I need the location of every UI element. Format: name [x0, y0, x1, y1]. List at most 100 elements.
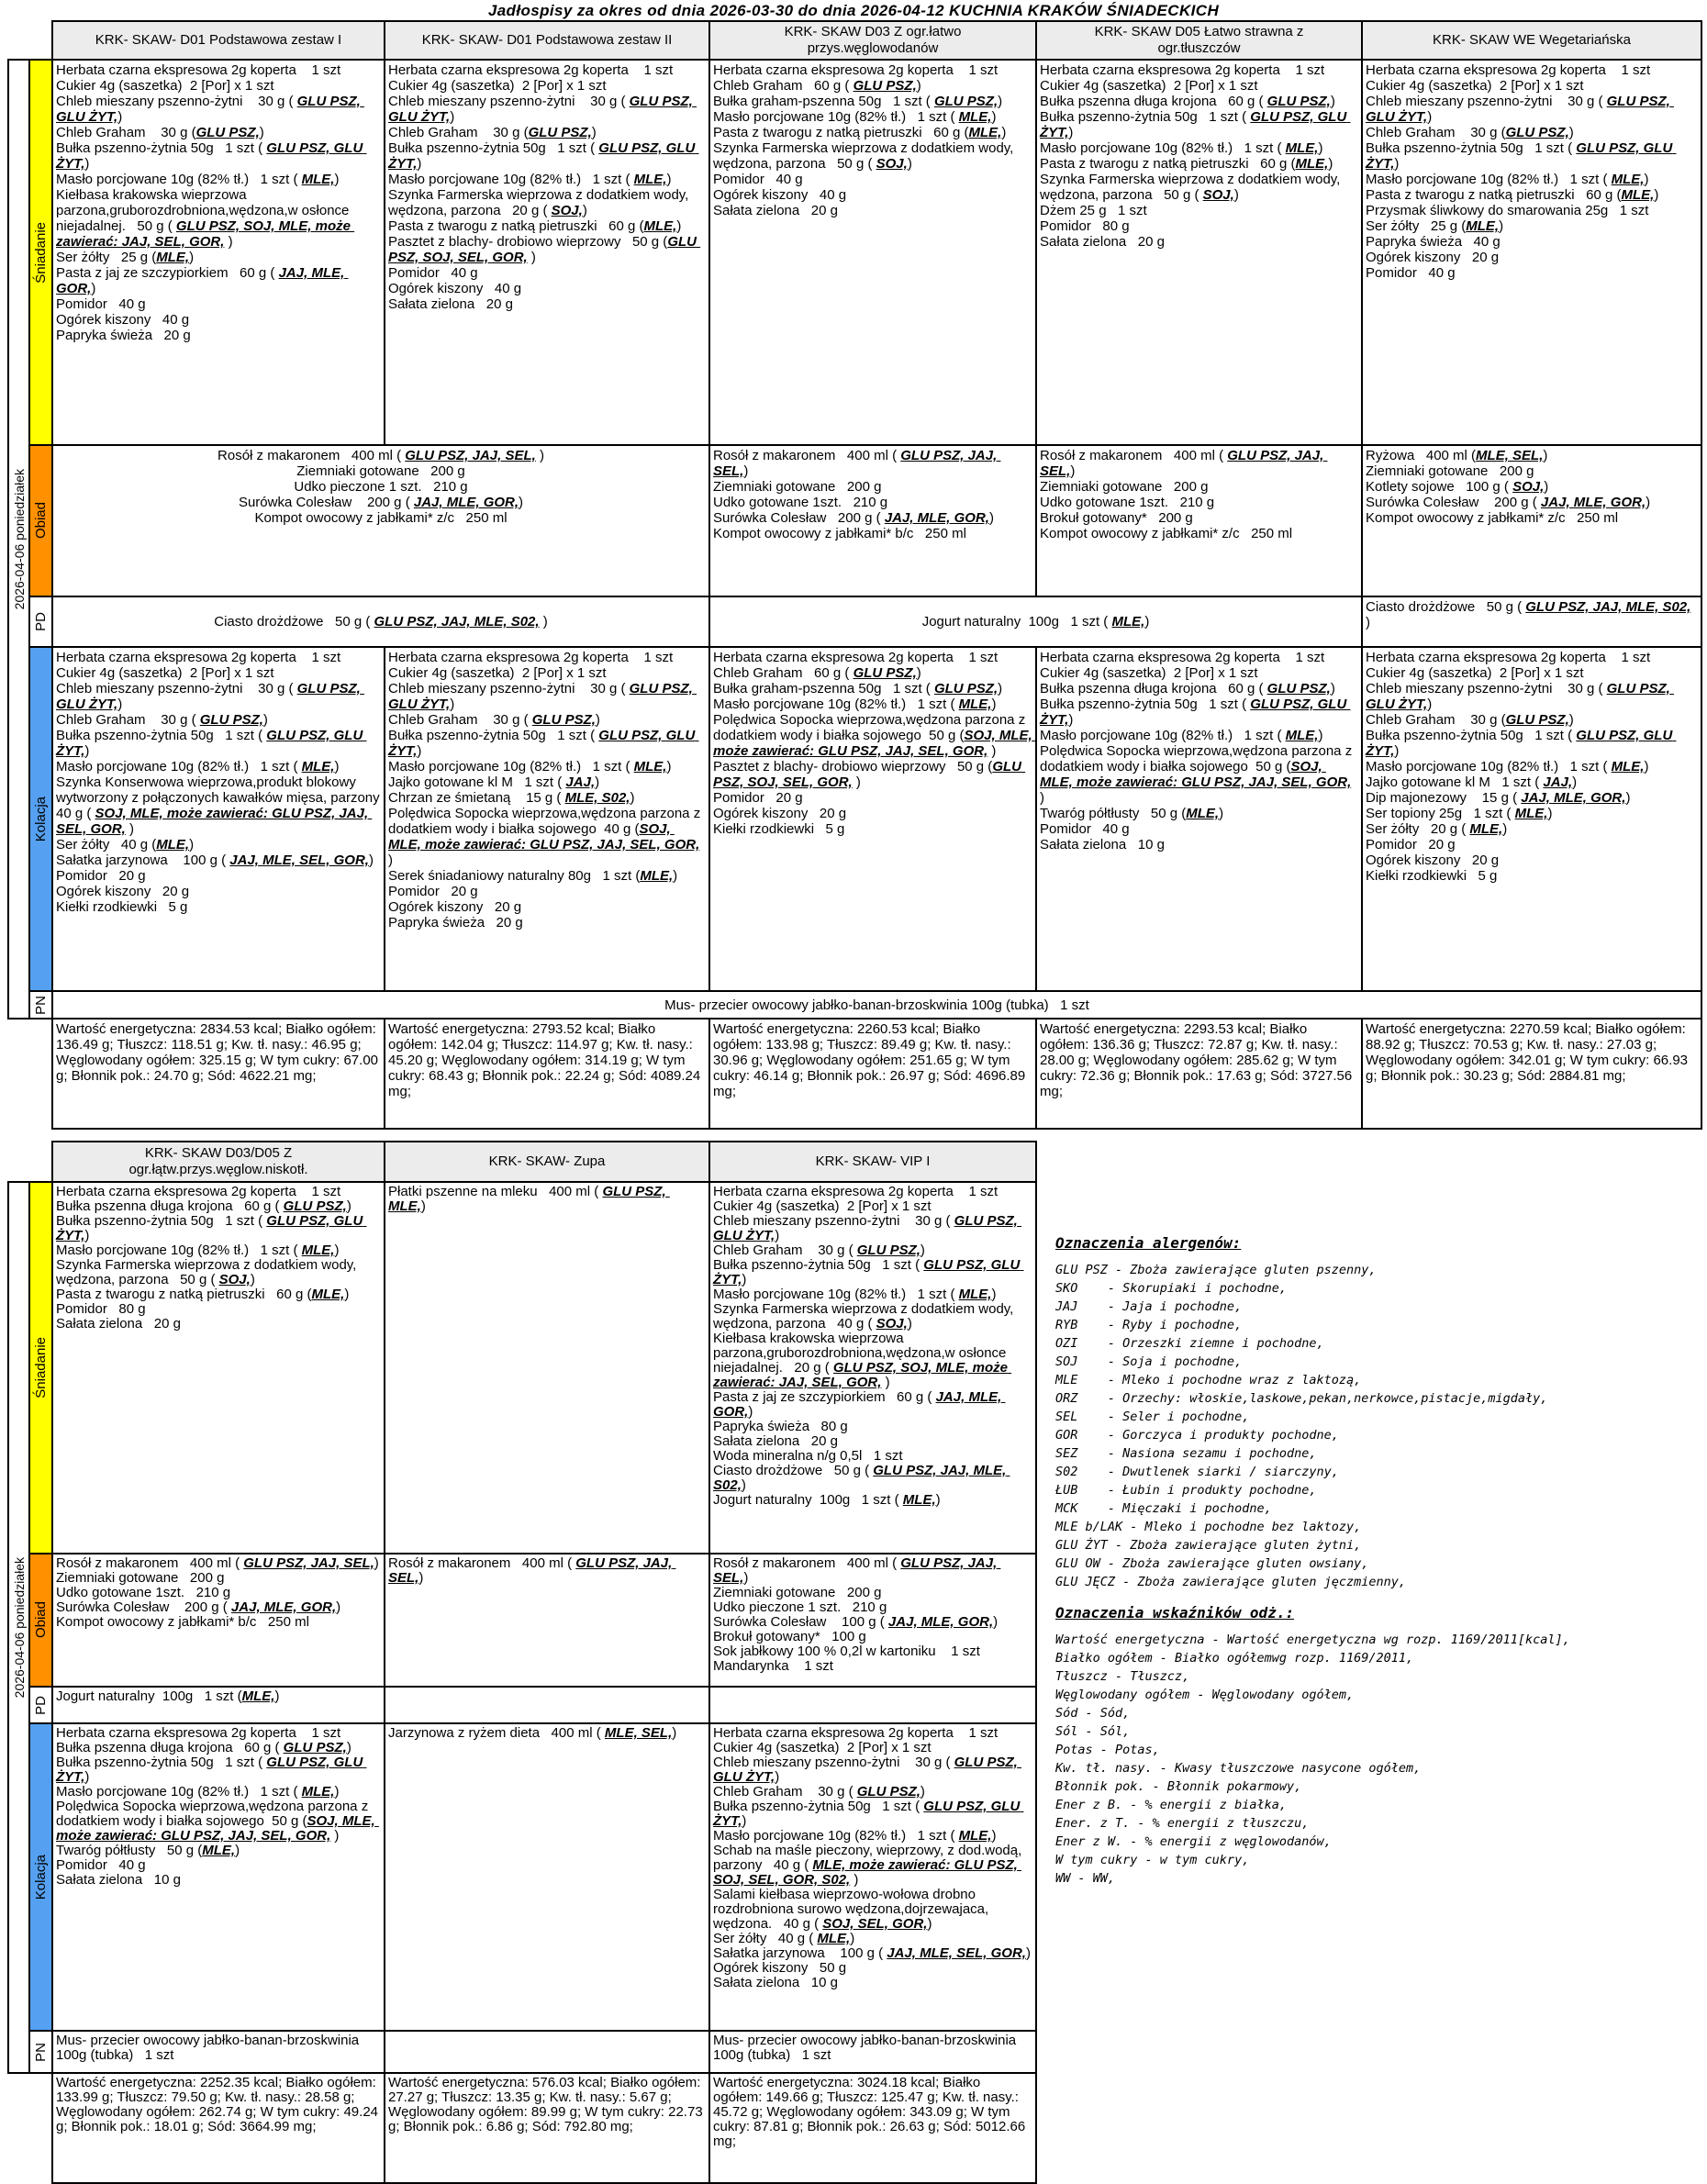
column-header-vip: KRK- SKAW- VIP I	[708, 1141, 1037, 1183]
menu-item: Bułka pszenno-żytnia 50g 1 szt ( GLU PSZ…	[56, 140, 367, 172]
menu-item: Chleb mieszany pszenno-żytni 30 g ( GLU …	[56, 94, 364, 125]
menu-item: Bułka pszenno-żytnia 50g 1 szt ( GLU PSZ…	[713, 1257, 1024, 1287]
breakfast-row: 2026-04-06 poniedziałek Śniadanie Herbat…	[7, 1181, 1037, 2074]
allergen-codes: MLE,	[1285, 140, 1319, 156]
allergen-codes: MLE,	[156, 837, 190, 852]
menu-item: Pomidor 20 g	[388, 884, 478, 899]
menu-item: Pasta z jaj ze szczypiorkiem 60 g ( JAJ,…	[56, 265, 349, 296]
menu-cell: Herbata czarna ekspresowa 2g koperta 1 s…	[708, 646, 1037, 992]
menu-item: Herbata czarna ekspresowa 2g koperta 1 s…	[56, 1725, 341, 1741]
allergen-codes: GLU PSZ, GLU ŻYT,	[56, 140, 367, 172]
menu-item: Udko pieczone 1 szt. 210 g	[713, 1599, 887, 1615]
menu-item: Chrzan ze śmietaną 15 g ( MLE, S02,)	[388, 790, 635, 806]
pn-row: PN Mus- przecier owocowy jabłko-banan-br…	[8, 990, 1702, 1020]
legend-entry: S02 - Dwutlenek siarki / siarczyny,	[1055, 1465, 1339, 1479]
menu-item: Masło porcjowane 10g (82% tł.) 1 szt ( M…	[1366, 172, 1649, 187]
allergen-codes: MLE,	[958, 1828, 992, 1844]
allergen-codes: JAJ, MLE, GOR,	[884, 510, 989, 526]
menu-item: Chleb Graham 30 g ( GLU PSZ,)	[713, 1242, 925, 1258]
menu-cell: Jogurt naturalny 100g 1 szt (MLE,)	[51, 1686, 385, 1724]
allergen-codes: GLU PSZ, JAJ, SEL,	[1040, 448, 1328, 479]
menu-item: Herbata czarna ekspresowa 2g koperta 1 s…	[713, 62, 999, 78]
menu-item: Salami kiełbasa wieprzowo-wołowa drobno …	[713, 1887, 993, 1932]
meal-label-pn: PN	[28, 2030, 53, 2074]
allergen-codes: JAJ, MLE, GOR,	[230, 1599, 337, 1615]
menu-item: Kiełki rzodkiewki 5 g	[56, 899, 188, 915]
menu-item: Bułka pszenno-żytnia 50g 1 szt ( GLU PSZ…	[1366, 140, 1677, 172]
legend-entry: JAJ - Jaja i pochodne,	[1055, 1299, 1243, 1314]
menu-item: Chleb mieszany pszenno-żytni 30 g ( GLU …	[388, 94, 697, 125]
menu-cell: Ryżowa 400 ml (MLE, SEL,) Ziemniaki gotow…	[1361, 444, 1702, 597]
lunch-row: Obiad Rosół z makaronem 400 ml ( GLU PSZ…	[8, 444, 1702, 597]
menu-item: Szynka Konserwowa wieprzowa,produkt blok…	[56, 774, 380, 837]
legend-entry: W tym cukry - w tym cukry,	[1055, 1853, 1250, 1867]
menu-item: Jajko gotowane kl M 1 szt ( JAJ,)	[1366, 774, 1578, 790]
menu-cell: Rosół z makaronem 400 ml ( GLU PSZ, JAJ,…	[51, 1553, 385, 1688]
breakfast-row: 2026-04-06 poniedziałek Śniadanie Herbat…	[7, 59, 1702, 1020]
menu-item: Jarzynowa z ryżem dieta 400 ml ( MLE, SE…	[388, 1725, 677, 1741]
allergen-codes: GLU PSZ, GLU ŻYT,	[1040, 109, 1351, 140]
allergen-codes: MLE,	[1621, 187, 1655, 203]
menu-item: Kotlety sojowe 100 g ( SOJ,)	[1366, 479, 1549, 495]
menu-item: Ogórek kiszony 40 g	[56, 312, 190, 328]
allergen-codes: SOJ,	[876, 1316, 908, 1332]
allergen-codes: GLU PSZ, GLU ŻYT,	[56, 728, 367, 759]
menu-item: Ziemniaki gotowane 200 g	[1040, 479, 1209, 495]
allergen-codes: MLE,	[968, 125, 1002, 140]
menu-item: Chleb Graham 30 g (GLU PSZ,)	[1366, 125, 1574, 140]
allergen-codes: GLU PSZ,	[531, 712, 596, 728]
meal-label-lunch: Obiad	[28, 1553, 53, 1688]
menu-item: Surówka Colesław 100 g ( JAJ, MLE, GOR,)	[713, 1614, 999, 1630]
menu-item: Cukier 4g (saszetka) 2 [Por] x 1 szt	[388, 665, 607, 681]
legend-entry: Wartość energetyczna - Wartość energetyc…	[1055, 1632, 1570, 1647]
allergen-codes: GLU PSZ, GLU ŻYT,	[388, 681, 697, 712]
allergen-codes: MLE,	[1611, 759, 1645, 774]
menu-cell: Herbata czarna ekspresowa 2g koperta 1 s…	[384, 646, 710, 992]
menu-item: Ziemniaki gotowane 200 g	[296, 463, 465, 479]
menu-item: Bułka pszenno-żytnia 50g 1 szt ( GLU PSZ…	[1040, 696, 1351, 728]
menu-item: Cukier 4g (saszetka) 2 [Por] x 1 szt	[1040, 665, 1258, 681]
menu-item: Chleb Graham 30 g ( GLU PSZ,)	[713, 1784, 925, 1800]
allergen-codes: GLU PSZ, GLU ŻYT,	[1366, 728, 1677, 759]
menu-item: Sok jabłkowy 100 % 0,2l w kartoniku 1 sz…	[713, 1644, 980, 1659]
allergen-codes: JAJ, MLE, GOR,	[887, 1614, 994, 1630]
menu-item: Pomidor 80 g	[1040, 218, 1130, 234]
column-header-zupa: KRK- SKAW- Zupa	[384, 1141, 710, 1183]
allergen-codes: MLE,	[156, 250, 190, 265]
nutrition-spacer	[8, 1019, 52, 1129]
allergen-codes: MLE,	[958, 109, 992, 125]
pd-row: PD Jogurt naturalny 100g 1 szt (MLE,)	[8, 1686, 1037, 1724]
menu-cell: Jogurt naturalny 100g 1 szt ( MLE,)	[708, 596, 1363, 648]
menu-cell: Rosół z makaronem 400 ml ( GLU PSZ, JAJ,…	[708, 1553, 1037, 1688]
menu-cell: Herbata czarna ekspresowa 2g koperta 1 s…	[51, 646, 385, 992]
allergen-codes: MLE,	[958, 696, 992, 712]
allergen-codes: GLU PSZ, GLU ŻYT,	[56, 681, 364, 712]
nutrition-cell: Wartość energetyczna: 576.03 kcal; Białk…	[384, 2072, 710, 2184]
menu-item: Brokuł gotowany* 100 g	[713, 1629, 866, 1644]
menu-cell: Herbata czarna ekspresowa 2g koperta 1 s…	[708, 59, 1037, 446]
menu-item: Pomidor 40 g	[1040, 821, 1130, 837]
allergen-codes: MLE,	[241, 1688, 275, 1704]
allergen-codes: MLE,	[1466, 218, 1500, 234]
menu-item: Sałatka jarzynowa 100 g ( JAJ, MLE, SEL,…	[56, 852, 374, 868]
menu-item: Masło porcjowane 10g (82% tł.) 1 szt ( M…	[713, 109, 997, 125]
menu-item: Chleb mieszany pszenno-żytni 30 g ( GLU …	[713, 1755, 1021, 1785]
allergen-codes: MLE, SEL,	[1476, 448, 1544, 463]
allergen-codes: GLU PSZ, GLU ŻYT,	[713, 1799, 1024, 1829]
menu-item: Bułka pszenna długa krojona 60 g ( GLU P…	[56, 1740, 351, 1755]
legend-entry: Sód - Sód,	[1055, 1706, 1131, 1721]
menu-item: Pasta z twarogu z natką pietruszki 60 g …	[56, 1287, 350, 1302]
menu-cell: Herbata czarna ekspresowa 2g koperta 1 s…	[51, 59, 385, 446]
allergen-codes: JAJ,	[565, 774, 596, 790]
menu-item: Kompot owocowy z jabłkami* b/c 250 ml	[56, 1614, 309, 1630]
allergen-codes: MLE,	[1285, 728, 1319, 743]
allergen-codes: MLE,	[1514, 806, 1548, 821]
menu-item: Rosół z makaronem 400 ml ( GLU PSZ, JAJ,…	[713, 1555, 1001, 1586]
legend-entry: GLU JĘCZ - Zboża zawierające gluten jęcz…	[1055, 1575, 1407, 1589]
allergen-codes: GLU PSZ, GLU ŻYT,	[1366, 94, 1674, 125]
menu-item: Polędwica Sopocka wieprzowa,wędzona parz…	[1040, 743, 1356, 806]
menu-item: Jogurt naturalny 100g 1 szt (MLE,)	[56, 1688, 280, 1704]
allergen-codes: GLU PSZ, JAJ, SEL,	[243, 1555, 374, 1571]
allergen-codes: GLU PSZ, SOJ, SEL, GOR,	[713, 759, 1026, 790]
allergen-codes: MLE,	[1186, 806, 1220, 821]
